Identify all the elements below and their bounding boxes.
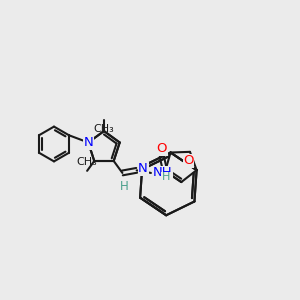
Text: O: O xyxy=(157,142,167,155)
Text: CH₃: CH₃ xyxy=(77,157,98,167)
Text: H: H xyxy=(119,180,128,194)
Text: N: N xyxy=(138,162,148,175)
Text: N: N xyxy=(83,136,93,149)
Text: CH₃: CH₃ xyxy=(94,124,114,134)
Text: O: O xyxy=(183,154,194,167)
Text: NH: NH xyxy=(152,167,172,179)
Text: H: H xyxy=(162,172,170,182)
